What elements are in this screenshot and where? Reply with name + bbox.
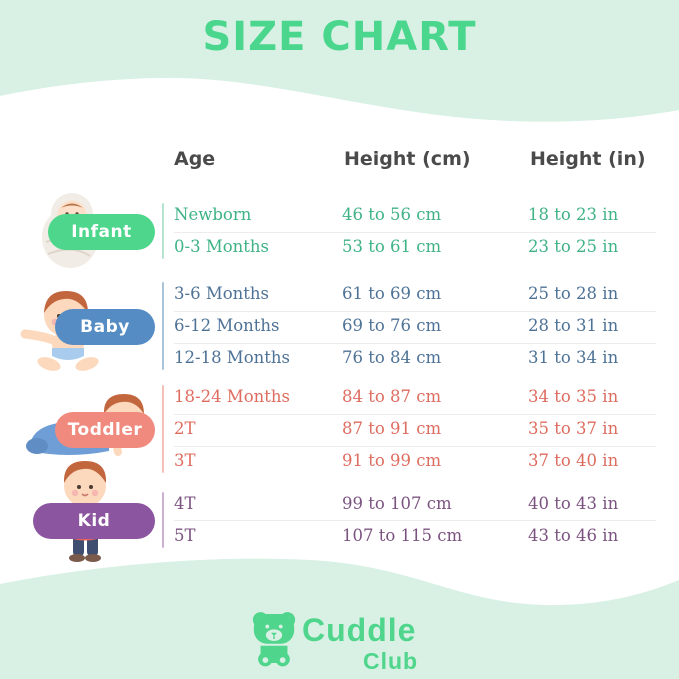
row-age: 18-24 Months — [174, 387, 290, 406]
table-row: 18-24 Months 84 to 87 cm 34 to 35 in — [0, 385, 679, 411]
row-height-in: 25 to 28 in — [528, 284, 619, 303]
row-age: 5T — [174, 526, 196, 545]
column-header-height-cm: Height (cm) — [344, 148, 471, 170]
table-row: Newborn 46 to 56 cm 18 to 23 in — [0, 203, 679, 229]
row-height-cm: 84 to 87 cm — [342, 387, 442, 406]
row-divider — [174, 311, 656, 312]
row-divider — [174, 520, 656, 521]
table-row: 3T 91 to 99 cm 37 to 40 in — [0, 449, 679, 475]
row-height-cm: 53 to 61 cm — [342, 237, 442, 256]
row-age: 12-18 Months — [174, 348, 290, 367]
row-age: 4T — [174, 494, 196, 513]
row-height-in: 34 to 35 in — [528, 387, 619, 406]
category-pill-baby: Baby — [55, 309, 155, 345]
teddy-bear-icon — [252, 612, 296, 667]
row-divider — [174, 446, 656, 447]
page-title: SIZE CHART — [202, 14, 477, 60]
group-divider-bar-toddler — [162, 385, 164, 473]
group-divider-bar-kid — [162, 492, 164, 548]
row-height-cm: 61 to 69 cm — [342, 284, 442, 303]
row-height-cm: 91 to 99 cm — [342, 451, 442, 470]
group-divider-bar-infant — [162, 203, 164, 259]
row-height-in: 40 to 43 in — [528, 494, 619, 513]
row-age: 3-6 Months — [174, 284, 269, 303]
group-divider-bar-baby — [162, 282, 164, 370]
row-divider — [174, 343, 656, 344]
brand-subname: Club — [363, 648, 419, 674]
row-height-cm: 99 to 107 cm — [342, 494, 452, 513]
table-row: 6-12 Months 69 to 76 cm 28 to 31 in — [0, 314, 679, 340]
table-row: 12-18 Months 76 to 84 cm 31 to 34 in — [0, 346, 679, 372]
table-row: 0-3 Months 53 to 61 cm 23 to 25 in — [0, 235, 679, 261]
category-pill-toddler: Toddler — [55, 412, 155, 448]
column-header-age: Age — [174, 148, 216, 170]
column-header-height-in: Height (in) — [530, 148, 646, 170]
row-height-in: 28 to 31 in — [528, 316, 619, 335]
category-pill-kid: Kid — [33, 503, 155, 539]
row-height-in: 37 to 40 in — [528, 451, 619, 470]
table-row: 3-6 Months 61 to 69 cm 25 to 28 in — [0, 282, 679, 308]
row-height-cm: 46 to 56 cm — [342, 205, 442, 224]
row-height-cm: 69 to 76 cm — [342, 316, 442, 335]
row-age: Newborn — [174, 205, 252, 224]
table-row: 4T 99 to 107 cm 40 to 43 in — [0, 492, 679, 518]
row-divider — [174, 414, 656, 415]
table-row: 2T 87 to 91 cm 35 to 37 in — [0, 417, 679, 443]
bottom-wave-decoration — [0, 558, 679, 679]
table-row: 5T 107 to 115 cm 43 to 46 in — [0, 524, 679, 550]
row-height-in: 43 to 46 in — [528, 526, 619, 545]
row-divider — [174, 232, 656, 233]
row-age: 0-3 Months — [174, 237, 269, 256]
row-height-in: 18 to 23 in — [528, 205, 619, 224]
row-height-cm: 87 to 91 cm — [342, 419, 442, 438]
brand-name: Cuddle — [302, 612, 417, 648]
row-age: 6-12 Months — [174, 316, 280, 335]
row-age: 2T — [174, 419, 196, 438]
top-wave-decoration — [0, 0, 679, 122]
row-height-in: 35 to 37 in — [528, 419, 619, 438]
row-height-in: 23 to 25 in — [528, 237, 619, 256]
row-height-cm: 107 to 115 cm — [342, 526, 463, 545]
row-age: 3T — [174, 451, 196, 470]
row-height-cm: 76 to 84 cm — [342, 348, 442, 367]
category-pill-infant: Infant — [48, 214, 155, 250]
row-height-in: 31 to 34 in — [528, 348, 619, 367]
